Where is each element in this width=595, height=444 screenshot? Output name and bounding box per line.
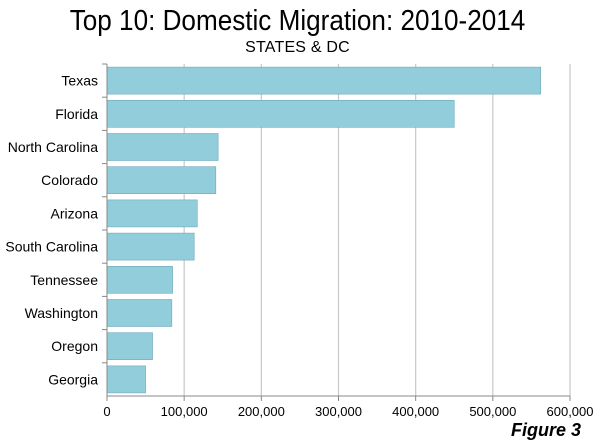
x-tick-label: 200,000 [238,404,285,419]
x-tick-label: 0 [103,404,110,419]
chart-subtitle: STATES & DC [245,39,350,56]
category-label: Texas [61,73,98,89]
x-tick-label: 500,000 [469,404,516,419]
bar [106,166,217,194]
category-label: Georgia [48,371,98,387]
category-label: Florida [55,106,98,122]
category-label: Oregon [51,338,98,354]
x-tick-label: 300,000 [315,404,362,419]
category-label: Arizona [51,205,99,221]
category-label: South Carolina [5,239,98,255]
bar [106,133,219,161]
category-labels: Texas Florida North Carolina Colorado Arizon… [5,73,98,388]
bar [106,332,153,361]
bar [106,100,455,128]
x-tick-label: 400,000 [392,404,439,419]
bar [106,299,173,327]
gridlines [183,64,571,396]
chart-title: Top 10: Domestic Migration: 2010-2014 [69,5,526,37]
figure-caption: Figure 3 [510,420,581,440]
category-label: Washington [25,305,98,321]
bar [106,232,195,261]
bars [106,66,541,394]
category-label: North Carolina [8,139,98,155]
category-label: Tennessee [30,272,98,288]
x-tick-label: 100,000 [161,404,208,419]
bar [106,66,541,95]
category-label: Colorado [41,172,98,188]
x-tick-labels: 0 100,000 200,000 300,000 400,000 500,000 600,… [103,404,593,419]
bar [106,199,198,228]
x-tick-label: 600,000 [547,404,594,419]
bar [106,365,146,394]
axes [102,63,571,401]
bar [106,265,173,294]
